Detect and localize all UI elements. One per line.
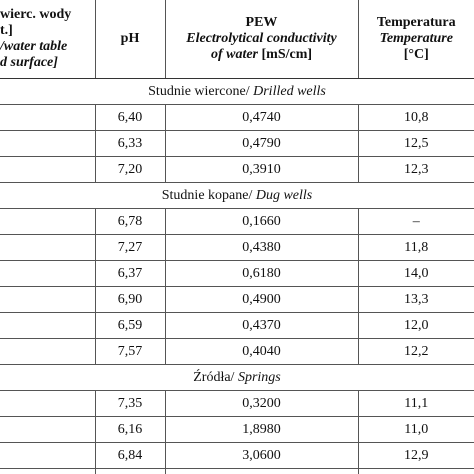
section-title: Drilled wells xyxy=(253,83,326,99)
section-cell: Studnie wiercone/ Drilled wells xyxy=(0,78,474,105)
header-text: Electrolytical conductivity xyxy=(186,31,337,46)
section-title: Źródła/ xyxy=(193,369,235,385)
data-row: 6,33 0,4790 12,5 xyxy=(0,130,474,157)
cell: 12,3 xyxy=(357,156,474,183)
cell: 0,4900 xyxy=(164,286,358,313)
cell: 7,20 xyxy=(94,156,165,183)
section-title: Springs xyxy=(237,369,281,385)
cell: 0,4790 xyxy=(164,130,358,157)
header-text: PEW xyxy=(245,15,278,30)
cell: 0,3910 xyxy=(164,156,358,183)
cell: 0,4390 xyxy=(164,468,358,474)
section-row: Studnie kopane/ Dug wells xyxy=(0,182,474,209)
cell xyxy=(0,442,95,469)
data-row: 7,27 0,4380 11,8 xyxy=(0,234,474,261)
cell: 6,37 xyxy=(94,260,165,287)
cell: 11,8 xyxy=(357,234,474,261)
cell: 0,3200 xyxy=(164,390,358,417)
header-text: pH xyxy=(120,31,140,46)
cell: 7,57 xyxy=(94,338,165,365)
section-row: Studnie wiercone/ Drilled wells xyxy=(0,78,474,105)
data-row: 6,560,439012,1 xyxy=(0,468,474,474)
header-text: [mS/cm] xyxy=(261,47,313,62)
cell: 11,0 xyxy=(357,416,474,443)
data-row: 6,37 0,6180 14,0 xyxy=(0,260,474,287)
section-cell: Źródła/ Springs xyxy=(0,364,474,391)
data-row: 7,20 0,3910 12,3 xyxy=(0,156,474,183)
cell: 13,3 xyxy=(357,286,474,313)
header-cell: wierc. wody t.] /water table d surface] xyxy=(0,0,95,79)
cell xyxy=(0,468,95,474)
cell: 0,6180 xyxy=(164,260,358,287)
table-body: Studnie wiercone/ Drilled wells 6,40 0,474… xyxy=(0,78,474,474)
cell: 12,0 xyxy=(357,312,474,339)
cell: 6,56 xyxy=(94,468,165,474)
header-text: wierc. wody xyxy=(0,7,72,22)
header-text: /water table xyxy=(0,39,68,54)
cell: 12,2 xyxy=(357,338,474,365)
cell xyxy=(0,416,95,443)
cell xyxy=(0,130,95,157)
cell xyxy=(0,156,95,183)
cell: 6,16 xyxy=(94,416,165,443)
cell: 7,35 xyxy=(94,390,165,417)
cell: 6,59 xyxy=(94,312,165,339)
cell: 12,9 xyxy=(357,442,474,469)
cell: 6,40 xyxy=(94,104,165,131)
data-row: 7,57 0,4040 12,2 xyxy=(0,338,474,365)
data-row: 6,40 0,4740 10,8 xyxy=(0,104,474,131)
data-row: 6,59 0,4370 12,0 xyxy=(0,312,474,339)
section-title: Studnie wiercone/ xyxy=(148,83,250,99)
header-row: wierc. wody t.] /water table d surface] … xyxy=(0,0,474,79)
cell: 3,0600 xyxy=(164,442,358,469)
data-row: 7,35 0,3200 11,1 xyxy=(0,390,474,417)
cell: 12,5 xyxy=(357,130,474,157)
cell: 6,90 xyxy=(94,286,165,313)
cell: 11,1 xyxy=(357,390,474,417)
cell: 6,78 xyxy=(94,208,165,235)
header-text: d surface] xyxy=(0,55,58,70)
cell: 7,27 xyxy=(94,234,165,261)
cell: 0,4370 xyxy=(164,312,358,339)
cell xyxy=(0,234,95,261)
data-row: 6,84 3,0600 12,9 xyxy=(0,442,474,469)
cell: 14,0 xyxy=(357,260,474,287)
cell xyxy=(0,208,95,235)
cell: 0,4040 xyxy=(164,338,358,365)
cell xyxy=(0,260,95,287)
cell: 0,1660 xyxy=(164,208,358,235)
cell: 10,8 xyxy=(357,104,474,131)
cell: 0,4740 xyxy=(164,104,358,131)
cell: 12,1 xyxy=(357,468,474,474)
header-text: [°C] xyxy=(403,47,429,62)
header-text: t.] xyxy=(0,23,13,38)
data-row: 6,16 1,8980 11,0 xyxy=(0,416,474,443)
cell xyxy=(0,312,95,339)
section-row: Źródła/ Springs xyxy=(0,364,474,391)
header-cell: PEW Electrolytical conductivity of water… xyxy=(164,0,358,79)
header-cell: Temperatura Temperature [°C] xyxy=(357,0,474,79)
cell: 1,8980 xyxy=(164,416,358,443)
cell: 0,4380 xyxy=(164,234,358,261)
data-row: 6,78 0,1660– xyxy=(0,208,474,235)
header-text: Temperature xyxy=(379,31,453,46)
header-cell: pH xyxy=(94,0,165,79)
header-text: of water xyxy=(210,47,258,62)
section-cell: Studnie kopane/ Dug wells xyxy=(0,182,474,209)
cell: 6,84 xyxy=(94,442,165,469)
cell xyxy=(0,338,95,365)
header-text: Temperatura xyxy=(376,15,456,30)
cell: 6,33 xyxy=(94,130,165,157)
cell xyxy=(0,390,95,417)
section-title: Studnie kopane/ xyxy=(161,187,253,203)
cell xyxy=(0,104,95,131)
data-row: 6,90 0,4900 13,3 xyxy=(0,286,474,313)
section-title: Dug wells xyxy=(255,187,313,203)
cell: – xyxy=(357,208,474,235)
cell xyxy=(0,286,95,313)
